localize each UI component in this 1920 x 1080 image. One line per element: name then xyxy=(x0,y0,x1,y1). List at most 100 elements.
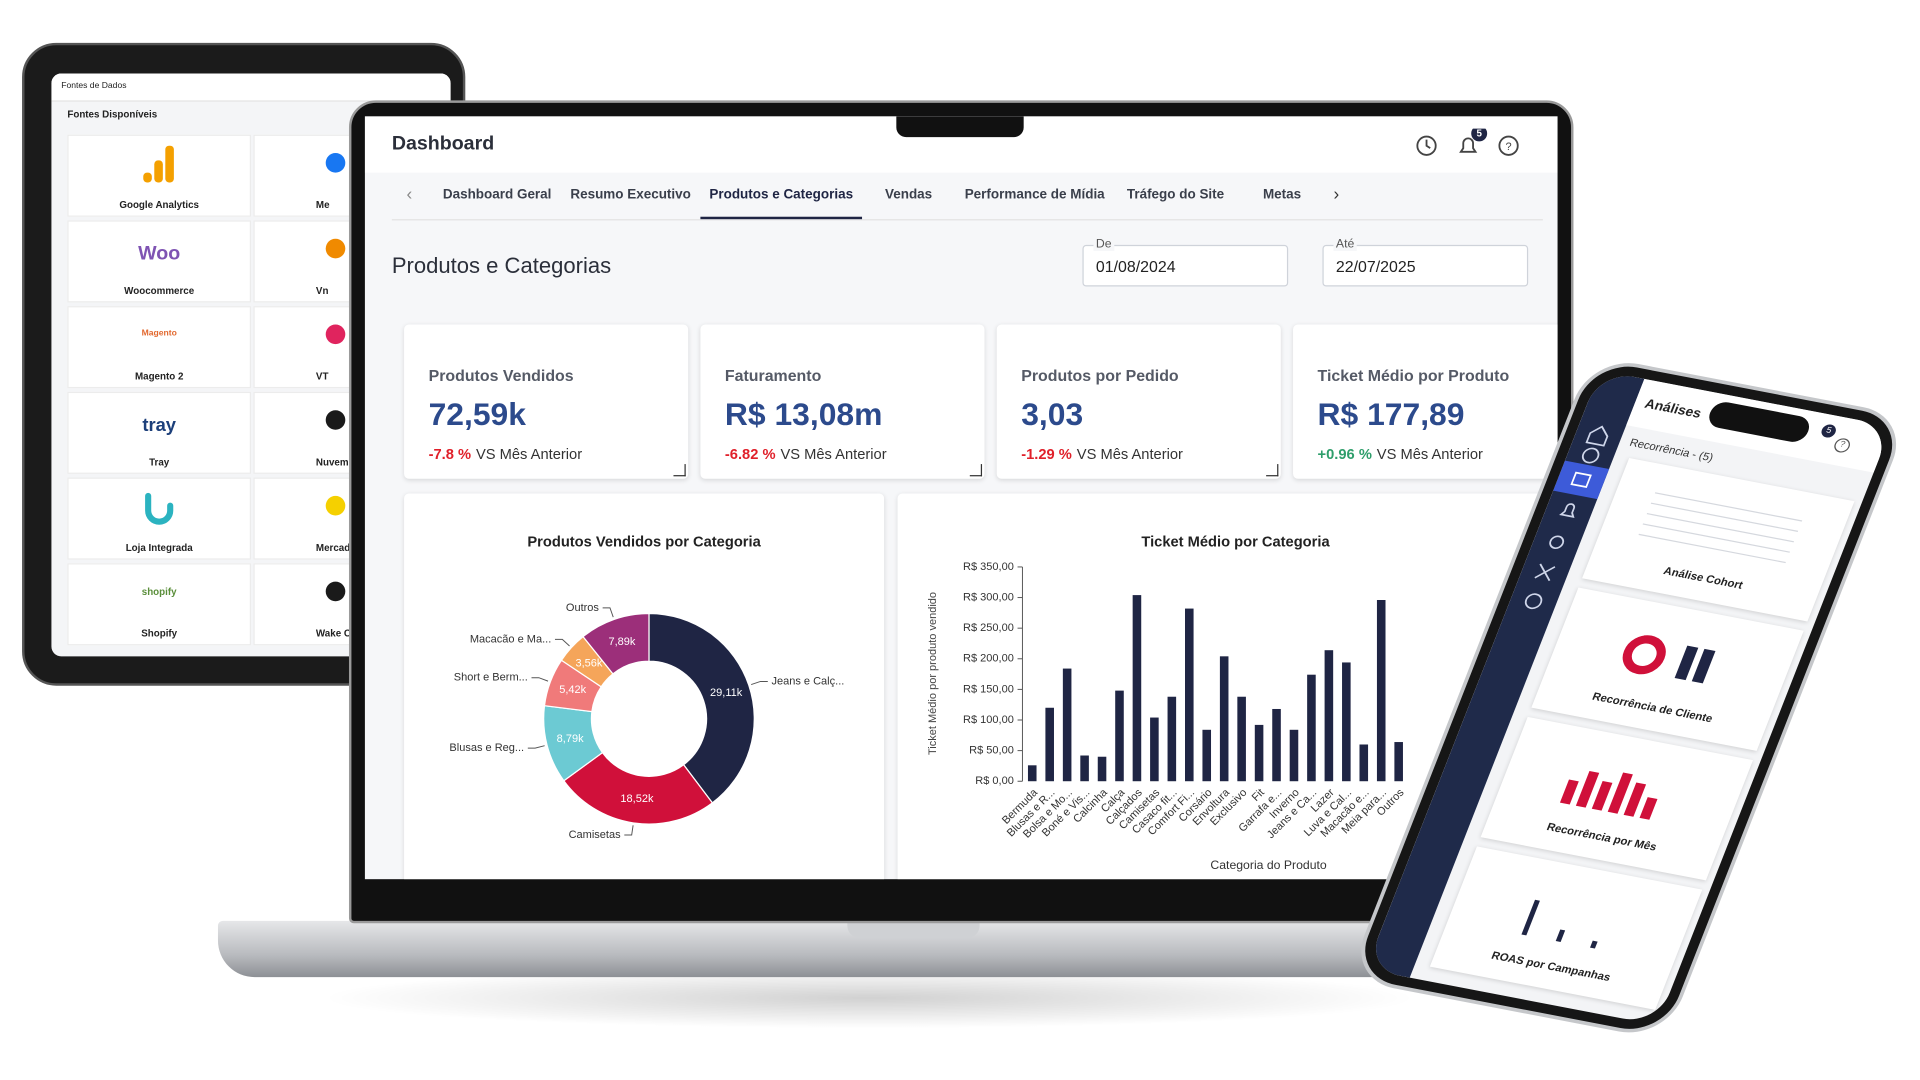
tablet-header xyxy=(51,73,451,102)
source-name: VT xyxy=(315,371,329,383)
source-card[interactable]: Loja Integrada xyxy=(67,477,252,560)
date-from-value: 01/08/2024 xyxy=(1095,257,1176,276)
analysis-card[interactable]: Recorrência por Mês xyxy=(1480,716,1754,881)
tab[interactable]: Tráfego do Site xyxy=(1126,187,1225,203)
slice-category-label: Macacão e Ma... xyxy=(470,633,551,645)
leader-line xyxy=(624,825,634,836)
slice-value-label: 8,79k xyxy=(557,733,584,745)
bar xyxy=(1376,600,1386,782)
shadow xyxy=(318,967,1421,1029)
kpi-card: Produtos Vendidos 72,59k -7.8 % VS Mês Ante… xyxy=(404,324,689,479)
bar xyxy=(1237,696,1246,782)
source-logo: Woo xyxy=(138,243,181,265)
thumb-line xyxy=(1638,533,1786,564)
bar xyxy=(1027,765,1037,782)
bar xyxy=(1219,656,1229,782)
home-icon[interactable] xyxy=(1585,425,1611,447)
tab[interactable]: Dashboard Geral xyxy=(442,187,552,203)
bell-icon[interactable] xyxy=(1459,137,1478,153)
tab-bar-line xyxy=(391,219,1543,221)
slice-category-label: Blusas e Reg... xyxy=(449,742,524,754)
history-icon[interactable] xyxy=(1416,135,1437,156)
y-tick-label: R$ 200,00 xyxy=(963,653,1014,665)
thumb-bar xyxy=(1555,929,1566,942)
date-to-value: 22/07/2025 xyxy=(1335,257,1416,276)
tab[interactable]: Produtos e Categorias xyxy=(709,187,854,203)
logo-bar xyxy=(165,145,174,183)
slice-category-label: Outros xyxy=(566,602,600,614)
source-card[interactable]: Magento Magento 2 xyxy=(67,306,252,389)
y-axis-title: Ticket Médio por produto vendido xyxy=(927,592,939,755)
kpi-change: -7.8 % xyxy=(428,445,472,463)
help-icon-mark: ? xyxy=(1506,141,1512,153)
leader-line xyxy=(751,680,768,686)
kpi-value: R$ 177,89 xyxy=(1317,395,1465,433)
analytics-icon[interactable] xyxy=(1570,471,1592,488)
analysis-card[interactable]: Recorrência de Cliente xyxy=(1531,587,1804,751)
source-card[interactable]: shopify Shopify xyxy=(67,563,252,646)
date-to-input[interactable] xyxy=(1322,244,1529,287)
y-tick-label: R$ 0,00 xyxy=(975,775,1014,787)
kpi-change: +0.96 % xyxy=(1317,445,1372,463)
bar xyxy=(1289,729,1299,782)
kpi-change: -1.29 % xyxy=(1021,445,1072,463)
source-name: Vn xyxy=(315,285,329,297)
bar xyxy=(1254,724,1264,782)
kpi-change-row: +0.96 % VS Mês Anterior xyxy=(1318,446,1483,463)
source-card[interactable]: Woo Woocommerce xyxy=(67,220,252,303)
notification-count: 5 xyxy=(1476,129,1482,140)
source-card[interactable]: Google Analytics xyxy=(67,134,252,217)
source-name: Google Analytics xyxy=(119,199,200,211)
date-from-input[interactable] xyxy=(1082,244,1289,287)
source-name: Tray xyxy=(149,456,170,468)
tab[interactable]: Vendas xyxy=(884,187,933,203)
thumb-bar xyxy=(1575,771,1600,808)
tab[interactable]: Resumo Executivo xyxy=(570,187,691,203)
bar xyxy=(1185,608,1194,782)
chart-title: Ticket Médio por Categoria xyxy=(1141,534,1330,550)
active-tab-underline xyxy=(700,216,863,220)
header-icons: 5 ? xyxy=(1416,128,1519,156)
source-logo-mark xyxy=(325,153,346,173)
date-to-label: Até xyxy=(1333,237,1357,252)
tools-icon[interactable] xyxy=(1534,563,1556,582)
tab[interactable]: Metas xyxy=(1262,187,1302,203)
bar xyxy=(1307,674,1316,782)
network-icon[interactable] xyxy=(1548,535,1565,549)
source-card[interactable]: tray Tray xyxy=(67,391,252,474)
x-axis-title: Categoria do Produto xyxy=(1210,858,1327,872)
tab-bar: ‹ › Dashboard Geral Resumo Executivo Produ… xyxy=(365,116,1558,226)
source-name: Me xyxy=(315,199,330,211)
card-thumbnail xyxy=(1622,635,1716,684)
source-logo-mark xyxy=(325,238,346,259)
app-title: Dashboard xyxy=(391,133,495,155)
page-title: Produtos e Categorias xyxy=(391,253,612,278)
thumb-bar xyxy=(1559,779,1579,805)
kpi-card: Produtos por Pedido 3,03 -1.29 % VS Mês Ant… xyxy=(996,324,1281,479)
slice-value-label: 5,42k xyxy=(559,684,586,696)
slice-value-label: 18,52k xyxy=(620,793,654,805)
gauge-icon[interactable] xyxy=(1581,447,1601,464)
tab-prev[interactable]: ‹ xyxy=(406,183,413,204)
kpi-label: Produtos por Pedido xyxy=(1021,366,1179,385)
kpi-label: Faturamento xyxy=(724,366,822,385)
leader-line xyxy=(527,745,545,749)
kpi-card: Ticket Médio por Produto R$ 177,89 +0.96 %… xyxy=(1293,324,1558,479)
bar xyxy=(1062,668,1072,782)
analysis-card[interactable]: Análise Cohort xyxy=(1582,457,1855,622)
analysis-card[interactable]: ROAS por Campanhas xyxy=(1429,846,1703,1010)
source-logo-mark xyxy=(325,324,346,345)
source-name: Magento 2 xyxy=(134,371,184,383)
help-icon[interactable] xyxy=(1498,135,1519,156)
camera-notch xyxy=(896,116,1024,138)
kpi-label: Ticket Médio por Produto xyxy=(1317,366,1510,385)
bar xyxy=(1115,690,1124,782)
settings-icon[interactable] xyxy=(1523,593,1543,610)
tab[interactable]: Performance de Mídia xyxy=(964,187,1105,203)
bell-icon[interactable] xyxy=(1559,503,1578,518)
tab-next[interactable]: › xyxy=(1333,183,1340,204)
kpi-value: R$ 13,08m xyxy=(724,395,883,433)
bar xyxy=(1045,707,1054,782)
slice-category-label: Jeans e Calç... xyxy=(771,675,844,687)
